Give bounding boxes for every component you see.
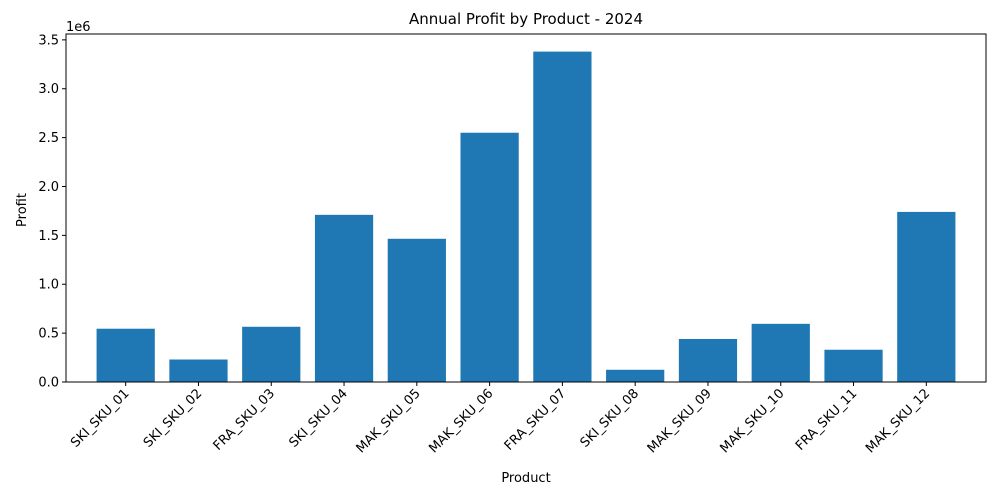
bar-fra_sku_11 <box>824 349 883 382</box>
bar-mak_sku_12 <box>897 211 956 382</box>
y-tick-label: 0.5 <box>38 327 59 342</box>
x-tick-label: MAK_SKU_05 <box>354 386 424 456</box>
x-tick-label: MAK_SKU_12 <box>863 386 933 456</box>
y-tick-label: 1.0 <box>38 278 59 293</box>
bar-fra_sku_03 <box>242 326 301 382</box>
y-tick-label: 1.5 <box>38 229 59 244</box>
x-tick-label: MAK_SKU_10 <box>717 386 787 456</box>
x-tick-label: FRA_SKU_07 <box>502 386 569 453</box>
bar-ski_sku_04 <box>314 214 374 382</box>
y-axis-title: Profit <box>15 193 30 227</box>
bar-mak_sku_09 <box>678 338 738 382</box>
y-tick-label: 3.5 <box>38 33 59 48</box>
bar-ski_sku_08 <box>606 369 665 382</box>
x-tick-label: MAK_SKU_06 <box>426 386 496 456</box>
bar-ski_sku_01 <box>96 328 155 382</box>
x-axis-title: Product <box>501 471 550 486</box>
bars-group <box>96 51 956 382</box>
x-tick-label: SKI_SKU_08 <box>578 386 642 450</box>
x-axis-ticks: SKI_SKU_01 SKI_SKU_02 FRA_SKU_03 SKI_SKU_04… <box>68 382 933 456</box>
y-tick-label: 3.0 <box>38 82 59 97</box>
plot-frame <box>65 33 987 383</box>
bar-mak_sku_10 <box>751 323 810 382</box>
y-axis-multiplier: 1e6 <box>66 20 91 35</box>
x-tick-label: MAK_SKU_09 <box>645 386 715 456</box>
y-tick-label: 2.0 <box>38 180 59 195</box>
bar-mak_sku_05 <box>387 238 446 382</box>
x-tick-label: SKI_SKU_01 <box>68 386 132 450</box>
chart-title: Annual Profit by Product - 2024 <box>409 10 643 28</box>
bar-mak_sku_06 <box>460 132 519 382</box>
x-tick-label: SKI_SKU_02 <box>141 386 205 450</box>
y-tick-label: 0.0 <box>38 376 59 391</box>
x-tick-label: SKI_SKU_04 <box>286 386 350 450</box>
bar-ski_sku_02 <box>169 359 228 382</box>
x-tick-label: FRA_SKU_03 <box>211 386 278 453</box>
y-tick-label: 2.5 <box>38 131 59 146</box>
y-axis-ticks: 0.0 0.5 1.0 1.5 2.0 2.5 3.0 3.5 <box>38 33 66 391</box>
bar-fra_sku_07 <box>533 51 592 382</box>
x-tick-label: FRA_SKU_11 <box>793 386 860 453</box>
